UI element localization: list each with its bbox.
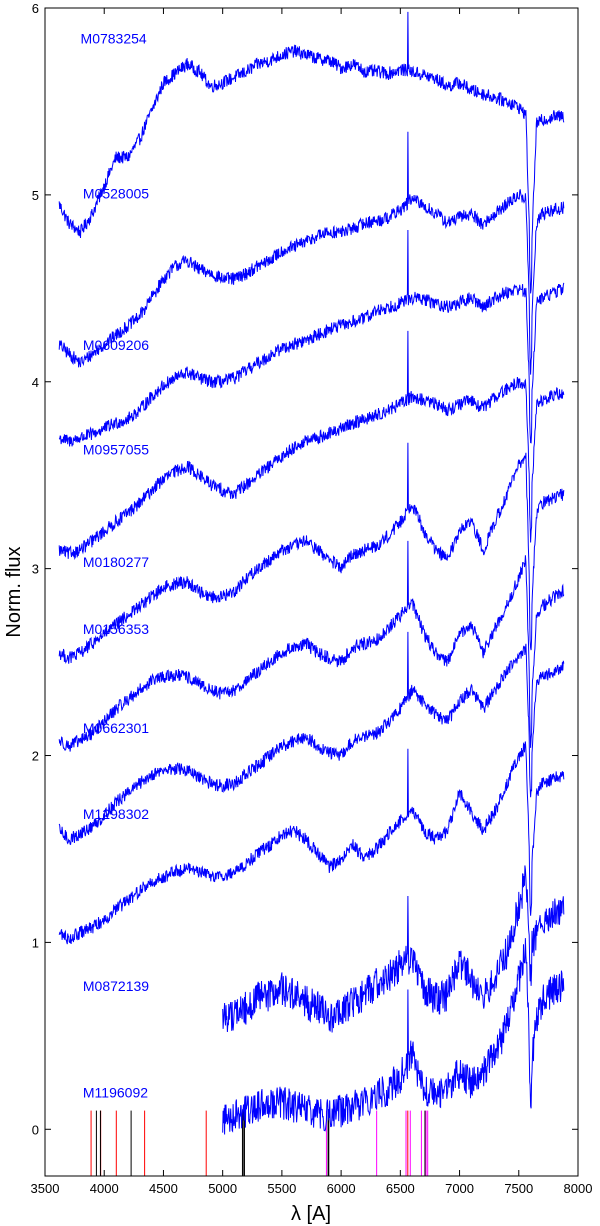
x-tick-label: 7000	[445, 1181, 474, 1196]
spectrum-M1298302	[58, 741, 565, 945]
x-tick-label: 5500	[267, 1181, 296, 1196]
x-tick-label: 6500	[386, 1181, 415, 1196]
x-tick-label: 4000	[90, 1181, 119, 1196]
y-tick-label: 1	[32, 935, 39, 950]
y-tick-label: 0	[32, 1122, 39, 1137]
series-label: M0180277	[83, 554, 149, 570]
axis-ticks: 3500 4000 4500 5000 5500 6000 6500 7000 7500 8000…	[31, 1, 593, 1196]
spectrum-M0156353	[58, 540, 565, 752]
series-labels: M0783254 M0528005 M0609206 M0957055 M0180277…	[81, 31, 150, 1101]
spectrum-M0609206	[58, 229, 565, 447]
y-tick-label: 5	[32, 188, 39, 203]
y-tick-label: 4	[32, 375, 39, 390]
series-label: M0662301	[83, 720, 149, 736]
x-tick-label: 6000	[327, 1181, 356, 1196]
series-label: M0783254	[81, 31, 147, 47]
y-axis-title: Norm. flux	[3, 546, 25, 637]
series-label: M0156353	[83, 621, 149, 637]
series-label: M0528005	[83, 186, 149, 202]
spectrum-M0662301	[58, 631, 565, 846]
y-tick-label: 3	[32, 562, 39, 577]
series-label: M1298302	[83, 806, 149, 822]
spectral-line-markers	[90, 1110, 429, 1176]
x-tick-label: 5000	[208, 1181, 237, 1196]
series-label: M0609206	[83, 337, 149, 353]
x-tick-label: 7500	[504, 1181, 533, 1196]
spectrum-M0957055	[58, 330, 565, 561]
x-axis-title: λ [A]	[291, 1203, 331, 1225]
x-tick-label: 3500	[31, 1181, 60, 1196]
series-label: M0957055	[83, 442, 149, 458]
series-label: M1196092	[83, 1085, 148, 1101]
y-tick-label: 2	[32, 749, 39, 764]
y-tick-label: 6	[32, 1, 39, 16]
spectrum-M1196092	[222, 938, 565, 1135]
spectrum-M0528005	[58, 131, 565, 375]
x-tick-label: 8000	[564, 1181, 593, 1196]
spectrum-M0872139	[222, 865, 565, 1033]
spectrum-M0180277	[58, 442, 565, 664]
x-tick-label: 4500	[149, 1181, 178, 1196]
plot-frame	[44, 7, 579, 1177]
spectra-series	[58, 11, 565, 1135]
series-label: M0872139	[83, 978, 149, 994]
spectrum-M0783254	[58, 11, 565, 294]
